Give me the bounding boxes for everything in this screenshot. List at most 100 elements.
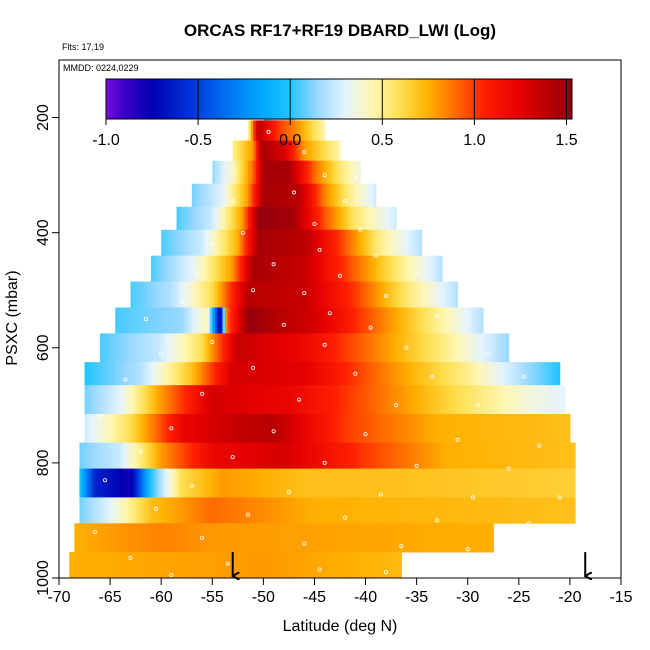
heatmap-cell bbox=[559, 442, 563, 470]
heatmap-cell bbox=[260, 442, 264, 470]
sample-point bbox=[353, 371, 358, 376]
heatmap-cell bbox=[488, 333, 492, 363]
heatmap-cell bbox=[163, 255, 167, 282]
heatmap-cell bbox=[314, 497, 318, 524]
heatmap-cell bbox=[319, 307, 323, 334]
heatmap-cell bbox=[365, 523, 369, 553]
heatmap-cell bbox=[306, 333, 310, 363]
heatmap-cell bbox=[419, 255, 423, 282]
heatmap-cell bbox=[299, 362, 303, 386]
heatmap-cell bbox=[245, 333, 249, 363]
heatmap-cell bbox=[102, 497, 106, 524]
heatmap-cell bbox=[89, 442, 93, 470]
heatmap-cell bbox=[140, 362, 144, 386]
heatmap-cell bbox=[245, 229, 249, 257]
heatmap-cell bbox=[345, 183, 349, 208]
heatmap-cell bbox=[276, 307, 280, 334]
heatmap-cell bbox=[342, 552, 346, 578]
heatmap-cell bbox=[342, 362, 346, 386]
heatmap-cell bbox=[391, 307, 395, 334]
heatmap-cell bbox=[189, 229, 193, 257]
heatmap-cell bbox=[317, 333, 321, 363]
heatmap-cell bbox=[434, 385, 438, 415]
heatmap-cell bbox=[429, 497, 433, 524]
heatmap-cell bbox=[411, 307, 415, 334]
heatmap-cell bbox=[288, 206, 293, 231]
heatmap-cell bbox=[115, 468, 119, 498]
heatmap-cell bbox=[122, 307, 127, 334]
x-tick-label: -65 bbox=[99, 589, 122, 606]
heatmap-cell bbox=[286, 206, 290, 231]
heatmap-cell bbox=[472, 385, 476, 415]
heatmap-cell bbox=[158, 413, 162, 444]
heatmap-cell bbox=[350, 183, 354, 208]
heatmap-cell bbox=[150, 552, 155, 578]
heatmap-cell bbox=[288, 362, 293, 386]
heatmap-cell bbox=[265, 160, 270, 185]
heatmap-cell bbox=[255, 281, 259, 308]
heatmap-cell bbox=[199, 442, 203, 470]
heatmap-cell bbox=[171, 552, 175, 578]
heatmap-cell bbox=[541, 385, 545, 415]
heatmap-cell bbox=[237, 160, 241, 185]
heatmap-cell bbox=[281, 523, 285, 553]
sample-point bbox=[245, 512, 250, 517]
heatmap-cell bbox=[319, 442, 323, 470]
heatmap-cell bbox=[396, 362, 400, 386]
heatmap-cell bbox=[483, 413, 487, 444]
heatmap-cell bbox=[416, 468, 420, 498]
heatmap-cell bbox=[534, 468, 538, 498]
heatmap-cell bbox=[260, 229, 264, 257]
heatmap-cell bbox=[235, 362, 239, 386]
heatmap-cell bbox=[209, 497, 213, 524]
heatmap-cell bbox=[324, 333, 328, 363]
heatmap-cell bbox=[268, 307, 272, 334]
heatmap-cell bbox=[304, 120, 308, 141]
heatmap-cell bbox=[143, 523, 147, 553]
heatmap-cell bbox=[498, 413, 502, 444]
heatmap-cell bbox=[153, 307, 157, 334]
heatmap-cell bbox=[202, 229, 206, 257]
heatmap-cell bbox=[125, 307, 129, 334]
heatmap-cell bbox=[301, 362, 305, 386]
heatmap-cell bbox=[385, 385, 390, 415]
heatmap-cell bbox=[273, 552, 277, 578]
heatmap-cell bbox=[350, 229, 354, 257]
heatmap-cell bbox=[516, 413, 520, 444]
heatmap-cell bbox=[357, 413, 362, 444]
heatmap-cell bbox=[370, 413, 374, 444]
heatmap-cell bbox=[475, 307, 479, 334]
heatmap-cell bbox=[447, 281, 451, 308]
heatmap-cell bbox=[102, 413, 106, 444]
heatmap-cell bbox=[250, 183, 254, 208]
heatmap-cell bbox=[268, 468, 272, 498]
heatmap-cell bbox=[357, 552, 362, 578]
heatmap-cell bbox=[202, 362, 206, 386]
heatmap-cell bbox=[383, 385, 387, 415]
heatmap-cell bbox=[125, 413, 129, 444]
heatmap-cell bbox=[171, 307, 175, 334]
heatmap-cell bbox=[368, 523, 372, 553]
heatmap-cell bbox=[127, 468, 132, 498]
sample-point bbox=[169, 573, 174, 578]
heatmap-cell bbox=[472, 362, 476, 386]
heatmap-cell bbox=[265, 206, 270, 231]
heatmap-cell bbox=[194, 206, 198, 231]
heatmap-cell bbox=[299, 140, 303, 162]
heatmap-cell bbox=[214, 362, 218, 386]
heatmap-cell bbox=[350, 255, 354, 282]
heatmap-cell bbox=[362, 281, 367, 308]
heatmap-cell bbox=[355, 413, 359, 444]
heatmap-cell bbox=[148, 281, 152, 308]
heatmap-cell bbox=[454, 281, 459, 308]
heatmap-cell bbox=[207, 552, 211, 578]
heatmap-cell bbox=[429, 307, 433, 334]
heatmap-cell bbox=[467, 497, 471, 524]
heatmap-cell bbox=[125, 523, 129, 553]
heatmap-cell bbox=[163, 523, 167, 553]
heatmap-cell bbox=[434, 468, 438, 498]
x-axis: -70 -65 -60 -55 -50 -45 -40 -35 -30 -25 -20 -15 bbox=[47, 578, 633, 606]
heatmap-cell bbox=[393, 333, 397, 363]
heatmap-cell bbox=[485, 442, 489, 470]
heatmap-cell bbox=[194, 281, 198, 308]
